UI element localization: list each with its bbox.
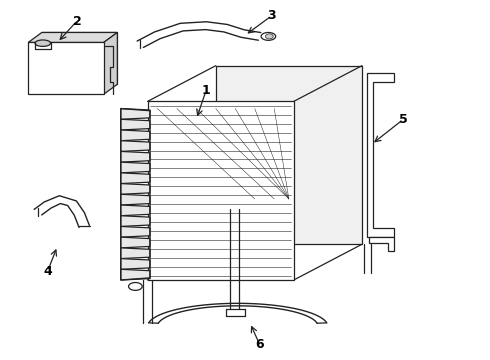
Polygon shape	[121, 162, 150, 173]
Text: 1: 1	[202, 84, 210, 97]
Polygon shape	[121, 237, 150, 248]
Ellipse shape	[261, 32, 276, 40]
Text: 6: 6	[255, 338, 264, 351]
Text: 2: 2	[73, 14, 81, 27]
Polygon shape	[121, 152, 150, 162]
Polygon shape	[121, 269, 150, 280]
Ellipse shape	[35, 40, 50, 46]
Polygon shape	[369, 237, 393, 251]
Polygon shape	[121, 258, 150, 269]
Polygon shape	[121, 226, 150, 237]
Polygon shape	[28, 42, 104, 94]
Polygon shape	[216, 66, 362, 244]
Polygon shape	[121, 205, 150, 216]
Text: 4: 4	[43, 265, 52, 278]
Polygon shape	[121, 130, 150, 141]
Text: 3: 3	[268, 9, 276, 22]
Polygon shape	[147, 102, 294, 280]
Polygon shape	[367, 73, 393, 237]
Ellipse shape	[128, 283, 142, 291]
Polygon shape	[121, 194, 150, 205]
Polygon shape	[28, 32, 117, 42]
Polygon shape	[121, 248, 150, 258]
Polygon shape	[121, 173, 150, 184]
Polygon shape	[121, 109, 150, 119]
Polygon shape	[121, 216, 150, 226]
Polygon shape	[121, 141, 150, 152]
Text: 5: 5	[399, 113, 408, 126]
Polygon shape	[121, 119, 150, 130]
Polygon shape	[104, 32, 117, 94]
Polygon shape	[121, 184, 150, 194]
Ellipse shape	[266, 34, 273, 39]
Polygon shape	[42, 32, 117, 84]
